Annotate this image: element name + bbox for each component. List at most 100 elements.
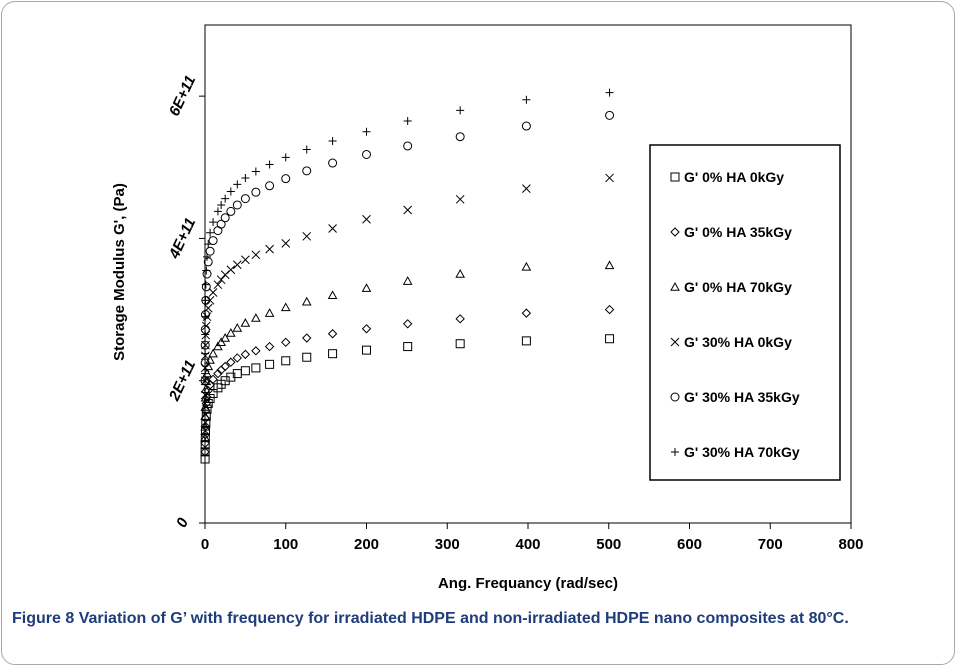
data-point: [251, 363, 261, 373]
data-point: [522, 95, 531, 104]
data-point: [213, 207, 222, 216]
data-point: [208, 236, 218, 246]
data-point: [362, 149, 371, 159]
data-point: [201, 330, 210, 339]
data-point: [201, 312, 210, 321]
data-point: [328, 136, 337, 145]
data-point: [200, 454, 210, 464]
data-point: [241, 173, 250, 182]
data-point: [226, 265, 236, 275]
legend-marker: [670, 392, 680, 402]
data-point: [265, 244, 274, 254]
x-axis: 0 100 200 300 400 500 600 700 800: [201, 523, 864, 553]
data-point: [216, 337, 226, 346]
y-axis: 0 2E+11 4E+11 6E+11: [165, 73, 205, 530]
data-point: [240, 318, 251, 327]
data-point: [281, 337, 291, 348]
data-point: [232, 353, 243, 363]
caption-text: Variation of G’ with frequency for irrad…: [78, 610, 849, 627]
data-point: [281, 239, 291, 248]
data-point: [521, 261, 532, 271]
legend-marker: [670, 337, 680, 347]
legend-label: G' 0% HA 35kGy: [684, 224, 792, 240]
data-point: [233, 180, 242, 189]
data-point: [265, 359, 275, 369]
data-point: [301, 296, 312, 306]
data-point: [208, 348, 218, 358]
data-point: [265, 181, 275, 191]
x-tick-label: 300: [435, 536, 460, 553]
data-point: [200, 421, 210, 431]
data-point: [209, 218, 218, 227]
data-point: [201, 411, 211, 421]
caption-label: Figure 8: [12, 610, 75, 627]
data-point: [604, 260, 615, 270]
data-point: [362, 127, 371, 136]
legend-label: G' 0% HA 70kGy: [684, 279, 792, 295]
data-point: [240, 349, 251, 360]
data-point: [232, 323, 243, 332]
data-point: [206, 228, 215, 237]
data-point: [403, 342, 413, 352]
data-point: [521, 308, 532, 318]
data-point: [328, 349, 338, 359]
data-point: [220, 332, 231, 342]
data-point: [225, 328, 236, 337]
data-point: [221, 194, 230, 203]
data-point: [521, 336, 531, 346]
data-point: [200, 432, 210, 442]
series-square: [200, 334, 615, 464]
data-point: [302, 352, 312, 362]
data-point: [213, 341, 223, 351]
data-point: [220, 213, 230, 223]
data-point: [200, 358, 210, 368]
legend-label: G' 30% HA 70kGy: [684, 444, 800, 460]
data-point: [208, 374, 218, 384]
x-tick-label: 700: [758, 536, 783, 553]
y-tick-label: 2E+11: [165, 358, 199, 405]
data-point: [328, 158, 338, 168]
series-plus: [201, 88, 614, 378]
legend: G' 0% HA 0kGy G' 0% HA 35kGy G' 0% HA 70kG…: [649, 144, 841, 481]
legend-label: G' 0% HA 0kGy: [684, 169, 784, 185]
data-point: [403, 205, 413, 215]
data-point: [604, 304, 615, 315]
data-point: [200, 411, 211, 420]
legend-box: [649, 144, 841, 481]
data-point: [522, 184, 531, 193]
y-tick-label: 4E+11: [165, 215, 199, 262]
data-point: [251, 346, 261, 356]
legend-marker: [671, 448, 679, 456]
x-tick-label: 600: [677, 536, 702, 553]
x-tick-label: 100: [273, 536, 298, 553]
data-point: [455, 194, 465, 204]
data-point: [240, 194, 250, 204]
data-point: [361, 283, 372, 292]
data-point: [201, 296, 210, 305]
x-tick-label: 800: [838, 536, 863, 553]
data-point: [362, 345, 371, 355]
data-point: [605, 173, 614, 183]
data-point: [302, 145, 311, 154]
data-point: [200, 438, 210, 449]
data-point: [302, 333, 312, 343]
data-point: [456, 106, 465, 115]
x-tick-label: 500: [596, 536, 621, 553]
data-point: [251, 167, 260, 176]
data-point: [455, 132, 465, 142]
x-tick-label: 0: [201, 536, 209, 553]
data-point: [205, 246, 215, 256]
data-point: [200, 384, 211, 393]
data-point: [455, 268, 466, 278]
legend-label: G' 30% HA 0kGy: [684, 334, 792, 350]
data-point: [281, 153, 290, 162]
data-point: [402, 319, 413, 329]
data-point: [203, 385, 213, 396]
data-point: [202, 266, 211, 275]
data-point: [605, 88, 614, 97]
data-point: [201, 398, 211, 409]
figure-caption: Figure 8 Variation of G’ with frequency …: [12, 608, 912, 630]
data-point: [203, 361, 214, 371]
data-point: [226, 206, 236, 216]
data-point: [216, 219, 226, 229]
